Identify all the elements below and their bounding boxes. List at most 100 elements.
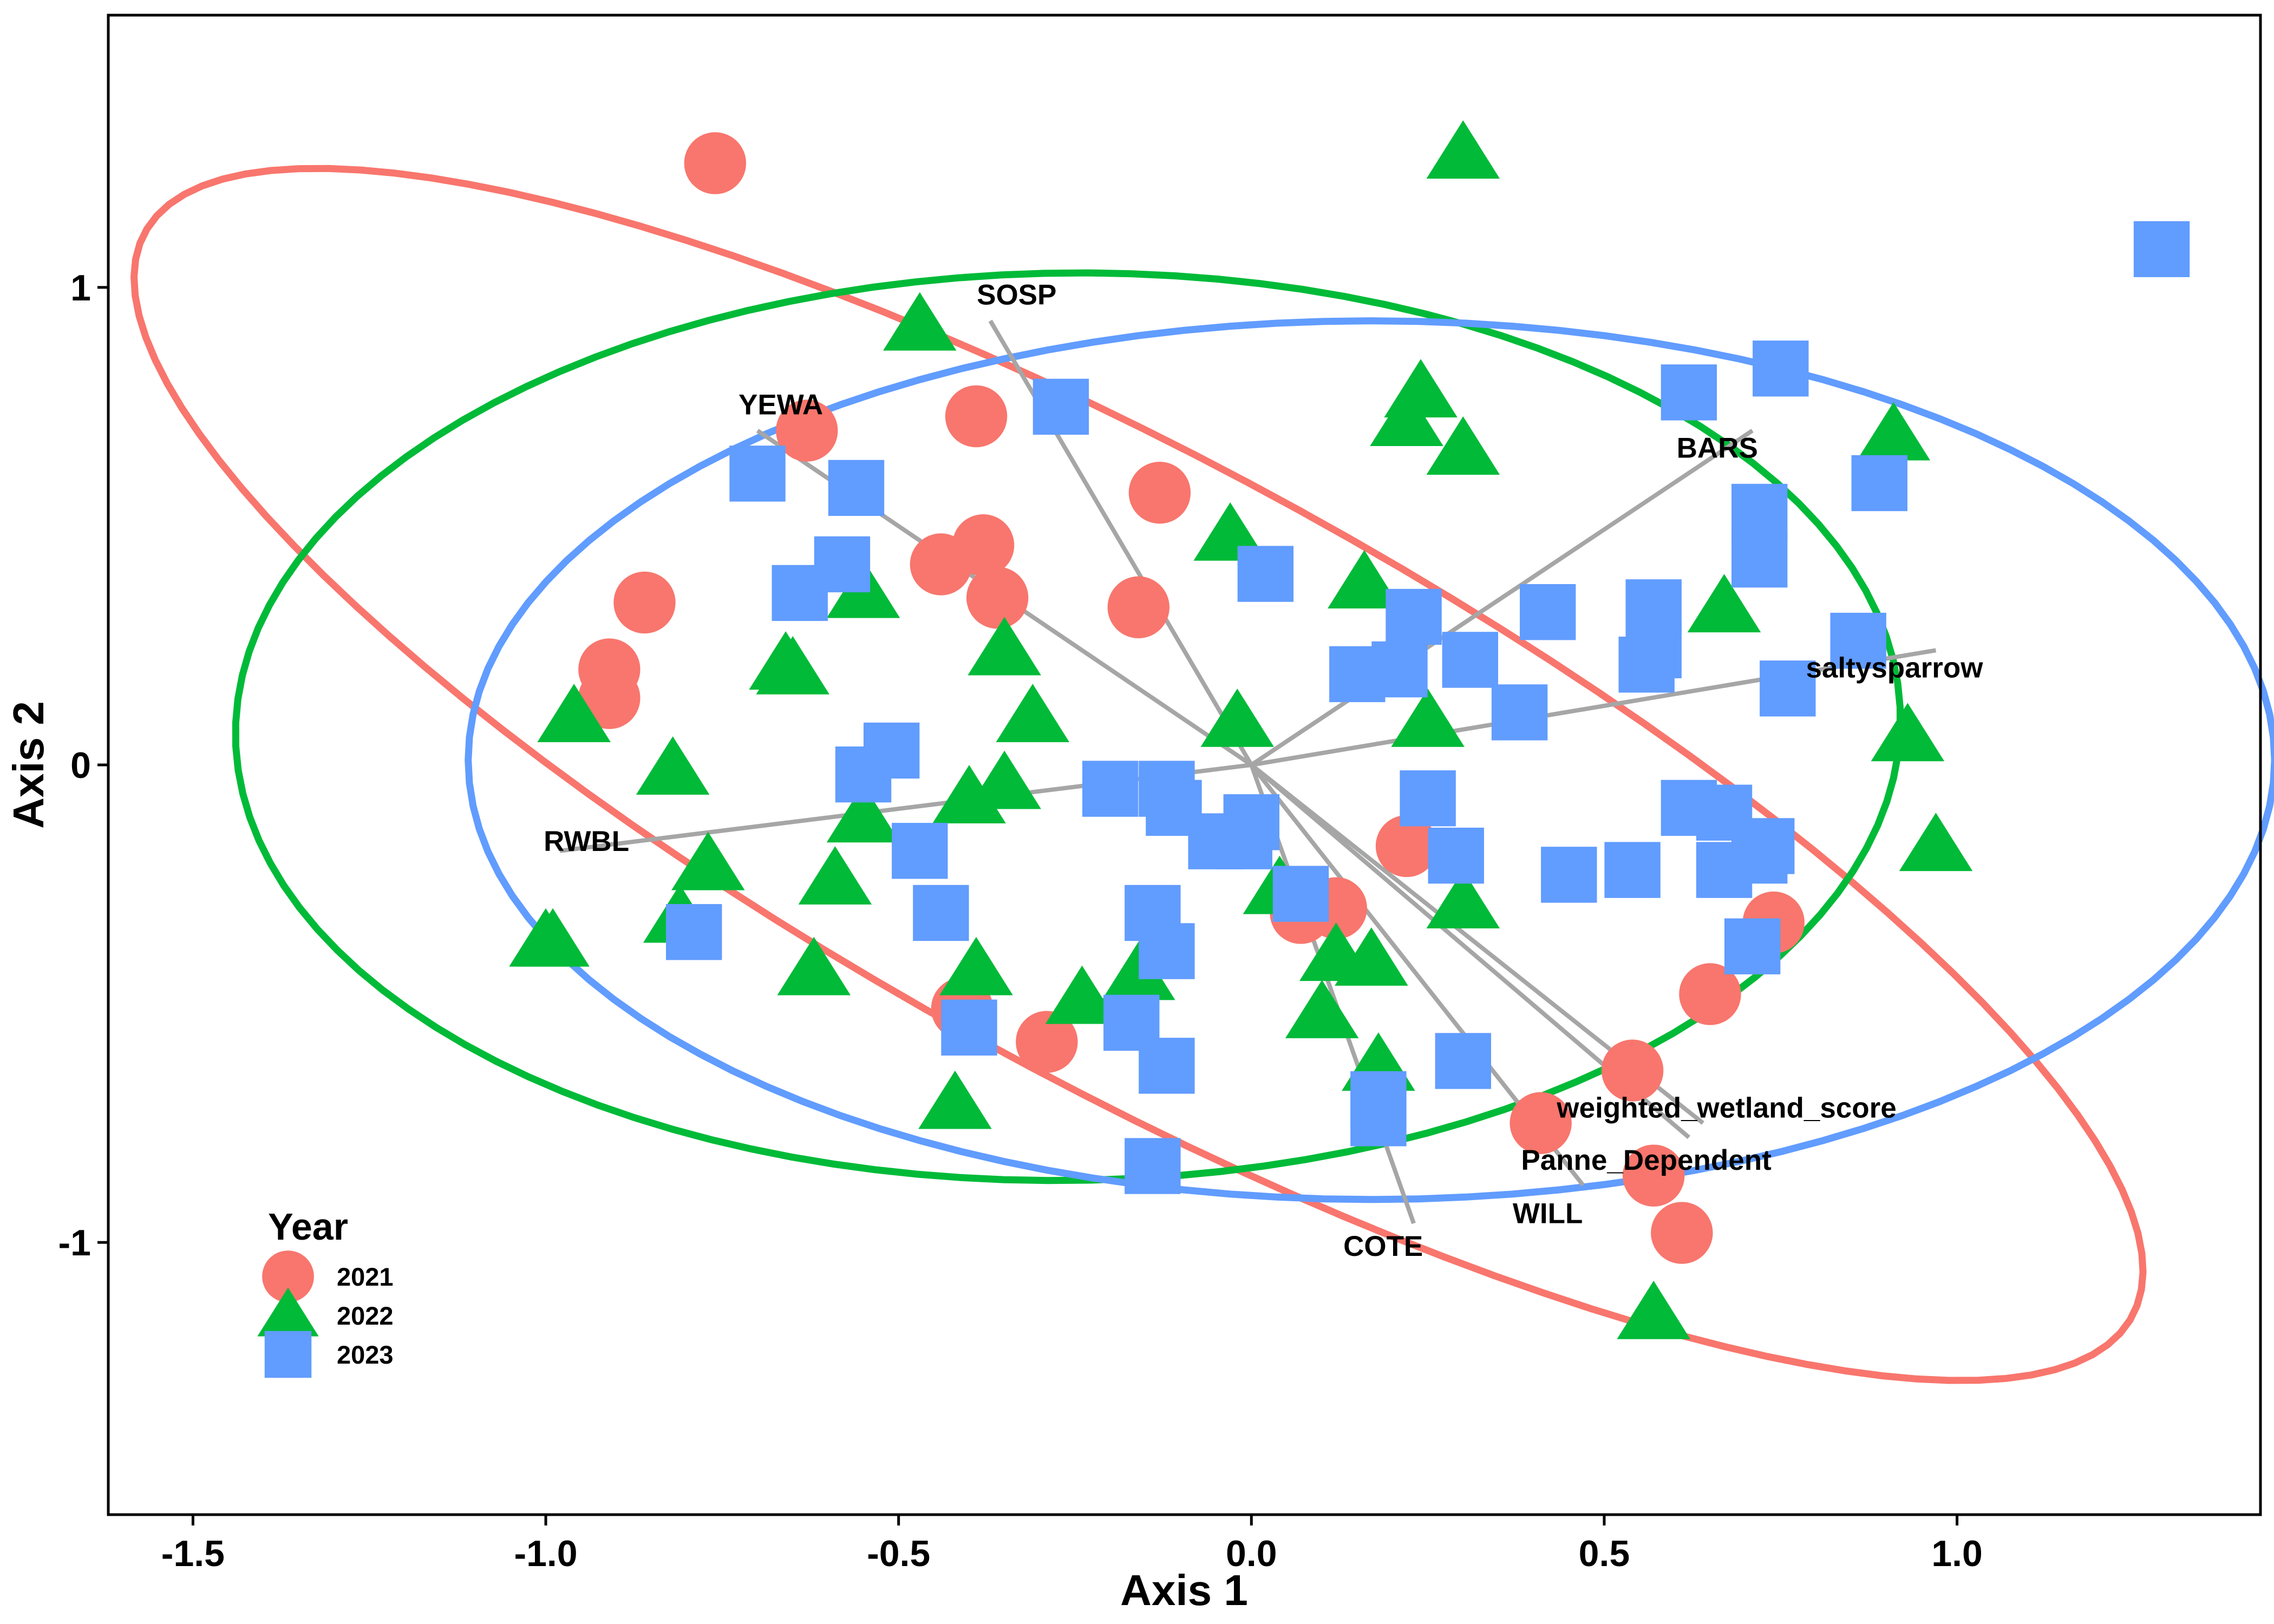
legend-label-2021: 2021 [337,1262,394,1291]
point-2022 [671,831,745,890]
point-2023 [1731,531,1788,588]
x-tick-label: 0.0 [1226,1533,1277,1574]
point-2023 [1216,813,1272,869]
point-2023 [1442,632,1499,688]
y-axis-title: Axis 2 [4,701,53,829]
point-2023 [1541,847,1597,903]
point-2023 [1125,1138,1181,1194]
point-2022 [516,908,590,967]
point-2021 [1510,1092,1572,1154]
x-tick-label: -1.5 [161,1533,225,1574]
point-2021 [1601,1039,1664,1102]
confidence-ellipses [130,165,2274,1384]
point-2022 [1391,689,1465,747]
axis-ticks: -1.5 -1.0 -0.5 0.0 0.5 1.0 -1 0 1 [58,267,1983,1574]
point-2021 [1679,963,1741,1025]
point-2023 [1428,827,1484,884]
vector-labels: SOSP YEWA BARS saltysparrow RWBL COTE WILL Pann… [544,279,1983,1262]
point-2021 [1016,1011,1078,1073]
point-2023 [1753,340,1809,397]
legend-key-2021 [262,1250,314,1302]
point-2022 [1617,1280,1690,1339]
legend-label-2023: 2023 [337,1340,394,1369]
site-points [509,120,2190,1339]
vector-label-sosp: SOSP [977,279,1056,311]
point-2022 [777,937,851,996]
point-2023 [1724,918,1781,974]
point-2023 [1851,455,1907,512]
point-2021 [776,400,838,462]
point-2021 [613,571,676,634]
point-2023 [1139,1038,1195,1094]
point-2023 [1830,612,1886,669]
point-2023 [772,565,828,621]
point-2022 [968,617,1041,676]
point-2023 [1350,1090,1407,1147]
ellipse-2023 [465,317,2274,1203]
vector-label-yewa: YEWA [739,389,823,421]
point-2023 [828,460,885,516]
point-2021 [1128,461,1191,524]
legend-key-2022 [257,1287,319,1337]
point-2023 [2133,221,2190,277]
point-2023 [666,904,722,960]
point-2022 [1899,813,1973,872]
vector-label-weighted-wetland-score: weighted_wetland_score [1556,1092,1896,1124]
point-2022 [883,292,957,351]
y-tick-label: 0 [70,745,91,786]
x-tick-label: -0.5 [867,1533,930,1574]
point-2023 [835,746,892,803]
point-2021 [952,514,1015,577]
point-2023 [1400,770,1456,827]
vector-label-panne-dependent: Panne_Dependent [1521,1144,1771,1176]
point-2023 [1760,660,1816,717]
legend: Year 2021 2022 2023 [257,1206,394,1378]
point-2023 [941,999,997,1056]
vector-bars [1250,429,1754,767]
legend-title: Year [268,1206,348,1248]
point-2023 [1371,641,1428,698]
point-2022 [1200,689,1275,747]
point-2023 [1731,483,1788,540]
point-2022 [1426,120,1500,179]
point-2021 [945,385,1008,448]
vector-label-saltysparrow: saltysparrow [1806,652,1983,684]
point-2022 [1045,965,1119,1024]
point-2023 [1139,923,1195,979]
point-2022 [756,636,829,695]
series-2023 [666,221,2190,1194]
point-2021 [1622,1144,1685,1207]
point-2023 [1237,546,1294,602]
point-2022 [798,846,872,905]
point-2022 [1370,388,1443,447]
point-2023 [1435,1033,1491,1089]
legend-label-2022: 2022 [337,1301,394,1330]
point-2021 [966,567,1029,629]
point-2023 [1272,866,1329,922]
point-2022 [636,736,710,795]
point-2022 [1426,870,1500,929]
point-2022 [1871,703,1945,762]
point-2022 [537,684,611,742]
point-2023 [1491,684,1548,741]
point-2022 [1102,941,1175,1000]
point-2023 [892,823,948,879]
point-2022 [968,750,1041,809]
point-2021 [1107,576,1169,639]
x-tick-label: -1.0 [514,1533,577,1574]
point-2023 [729,446,786,502]
point-2023 [1386,588,1442,645]
point-2022 [1335,927,1408,986]
point-2022 [1687,574,1761,633]
point-2022 [1285,980,1359,1038]
point-2021 [1375,815,1438,878]
x-tick-label: 0.5 [1579,1533,1630,1574]
point-2023 [1033,378,1089,435]
vector-label-rwbl: RWBL [544,826,629,857]
point-2022 [996,684,1070,742]
point-2022 [1328,550,1401,608]
point-2022 [1426,416,1500,475]
y-tick-label: -1 [58,1222,91,1263]
point-2023 [1082,761,1139,817]
